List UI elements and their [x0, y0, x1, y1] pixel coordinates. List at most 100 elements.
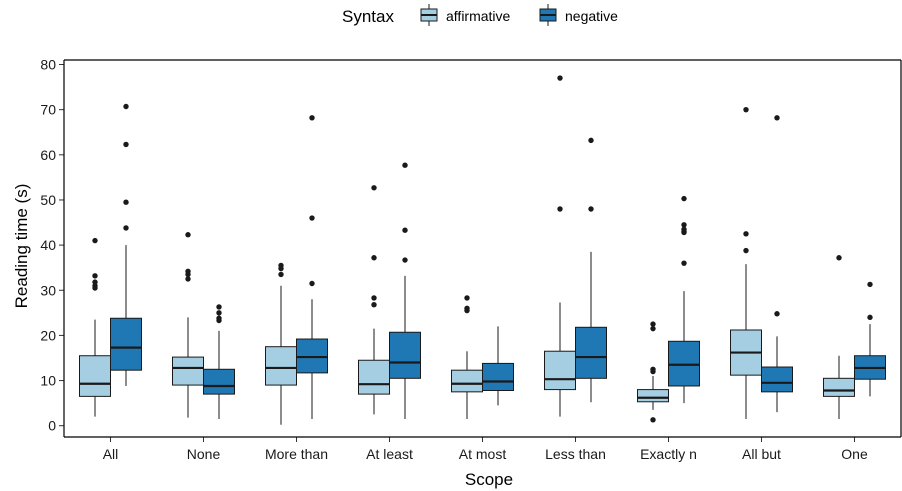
y-tick-label: 70 — [40, 102, 56, 118]
box-negative — [761, 115, 793, 413]
box-negative — [296, 115, 328, 419]
outlier-point — [743, 247, 749, 254]
outlier-point — [557, 206, 563, 212]
outlier-point — [464, 307, 470, 314]
outlier-point — [681, 222, 687, 228]
y-axis-title: Reading time (s) — [12, 184, 31, 309]
legend-title: Syntax — [342, 7, 394, 26]
box-iqr — [823, 377, 855, 397]
x-tick-label: At most — [459, 446, 507, 462]
outlier-point — [123, 225, 129, 231]
outlier-point — [867, 281, 873, 288]
outlier-point — [216, 317, 222, 324]
legend-label-affirmative: affirmative — [446, 8, 511, 24]
x-tick-label: All — [103, 446, 119, 462]
outlier-point — [123, 103, 129, 110]
outlier-point — [588, 206, 594, 212]
box-iqr — [79, 355, 111, 397]
y-tick-label: 50 — [40, 192, 56, 208]
y-tick-label: 40 — [40, 237, 56, 253]
outlier-point — [588, 137, 594, 144]
x-tick-label: Less than — [545, 446, 606, 462]
box-affirmative — [823, 255, 855, 419]
box-iqr — [668, 340, 700, 387]
box-iqr — [358, 359, 390, 395]
box-affirmative — [730, 106, 762, 419]
box-iqr — [482, 362, 514, 391]
outlier-point — [650, 368, 656, 375]
y-tick-label: 20 — [40, 327, 56, 343]
box-negative — [854, 281, 886, 397]
x-tick-label: None — [187, 446, 221, 462]
outlier-point — [743, 106, 749, 113]
outlier-point — [650, 417, 656, 423]
box-iqr — [761, 366, 793, 393]
legend-key-affirmative — [420, 4, 438, 26]
outlier-point — [92, 273, 98, 279]
outlier-point — [185, 271, 191, 278]
box-affirmative — [544, 75, 576, 417]
outlier-point — [371, 255, 377, 261]
y-axis: 0 10 20 30 40 50 60 70 80 — [40, 57, 64, 434]
x-tick-label: Exactly n — [640, 446, 697, 462]
outlier-point — [216, 304, 222, 310]
box-iqr — [637, 389, 669, 403]
y-tick-label: 0 — [48, 418, 56, 434]
x-tick-label: At least — [366, 446, 413, 462]
legend-key-negative — [539, 4, 557, 26]
outlier-point — [92, 285, 98, 291]
outlier-point — [774, 311, 780, 317]
outlier-point — [650, 321, 656, 327]
outlier-point — [371, 185, 377, 191]
box-iqr — [296, 338, 328, 374]
outlier-point — [92, 237, 98, 244]
outlier-point — [216, 310, 222, 316]
y-tick-label: 80 — [40, 57, 56, 73]
box-iqr — [203, 368, 235, 395]
box-negative — [575, 137, 607, 403]
outlier-point — [371, 302, 377, 308]
box-iqr — [265, 346, 297, 386]
box-affirmative — [451, 295, 483, 419]
box-negative — [203, 304, 235, 419]
boxes — [79, 75, 886, 425]
outlier-point — [309, 215, 315, 221]
box-iqr — [389, 331, 421, 379]
box-affirmative — [637, 321, 669, 423]
legend-label-negative: negative — [565, 8, 618, 24]
box-negative — [110, 103, 142, 386]
x-axis-title: Scope — [465, 470, 513, 489]
outlier-point — [309, 280, 315, 287]
outlier-point — [185, 232, 191, 238]
legend: Syntax affirmative negative — [342, 4, 618, 26]
box-affirmative — [79, 237, 111, 417]
outlier-point — [123, 141, 129, 148]
y-tick-label: 10 — [40, 373, 56, 389]
outlier-point — [557, 75, 563, 81]
x-tick-label: All but — [742, 446, 781, 462]
x-tick-label: One — [841, 446, 868, 462]
outlier-point — [278, 265, 284, 272]
outlier-point — [681, 229, 687, 236]
outlier-point — [774, 115, 780, 121]
x-axis: All None More than At least At most Less than… — [103, 437, 868, 462]
outlier-point — [309, 115, 315, 121]
outlier-point — [402, 227, 408, 233]
outlier-point — [185, 276, 191, 282]
outlier-point — [681, 195, 687, 202]
outlier-point — [278, 271, 284, 278]
box-iqr — [172, 356, 204, 386]
box-negative — [482, 326, 514, 406]
box-affirmative — [358, 185, 390, 415]
x-tick-label: More than — [265, 446, 328, 462]
box-iqr — [451, 369, 483, 393]
outlier-point — [650, 325, 656, 332]
box-iqr — [110, 317, 142, 371]
box-iqr — [544, 350, 576, 391]
outlier-point — [464, 295, 470, 301]
box-affirmative — [265, 262, 297, 425]
box-negative — [668, 195, 700, 404]
outlier-point — [681, 260, 687, 266]
outlier-point — [402, 162, 408, 168]
